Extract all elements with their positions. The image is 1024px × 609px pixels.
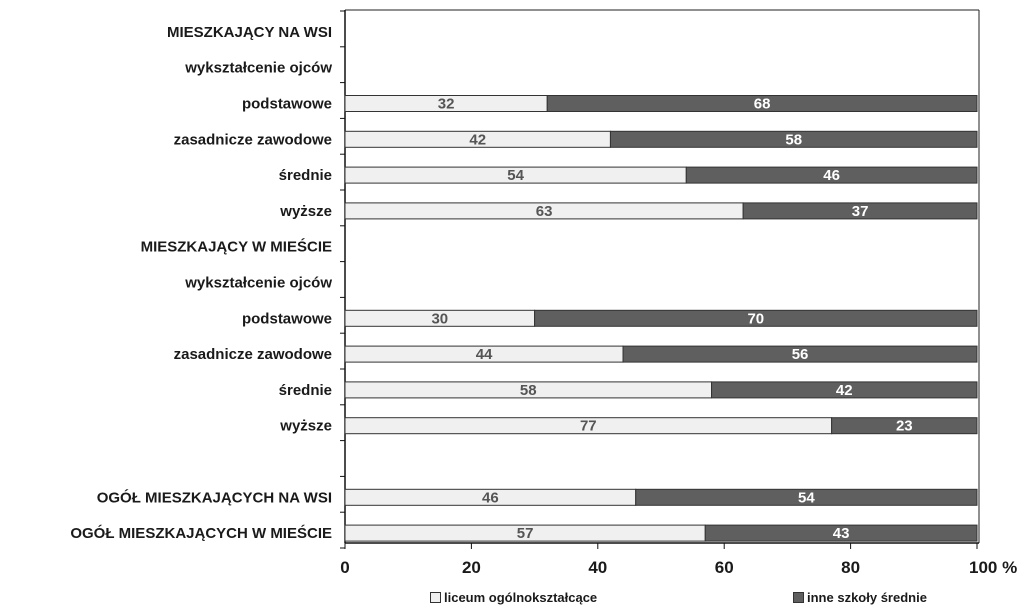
bar-value-label: 23 bbox=[896, 418, 913, 435]
bar-value-label: 54 bbox=[507, 167, 524, 184]
category-label: wykształcenie ojców bbox=[184, 60, 332, 77]
bar-value-label: 57 bbox=[517, 525, 534, 542]
bar-value-label: 58 bbox=[520, 382, 537, 399]
category-label: OGÓŁ MIESZKAJĄCYCH W MIEŚCIE bbox=[70, 524, 332, 542]
x-tick-label: 80 bbox=[841, 558, 860, 577]
category-label: wyższe bbox=[279, 203, 332, 220]
bar-value-label: 63 bbox=[536, 203, 553, 220]
category-label: podstawowe bbox=[242, 310, 332, 327]
stacked-bar-chart: 32 68 42 58 54 46 63 37 30 70 44 56 58 42 77 23 46 54 57 43… bbox=[70, 9, 1017, 577]
legend-item-liceum: liceum ogólnokształcące bbox=[430, 590, 597, 605]
category-label: OGÓŁ MIESZKAJĄCYCH NA WSI bbox=[97, 488, 332, 506]
bar-segment-inne bbox=[742, 202, 978, 220]
bar-value-label: 42 bbox=[469, 131, 486, 148]
x-tick-label: 0 bbox=[340, 558, 349, 577]
legend-swatch-light bbox=[430, 592, 441, 603]
bar-segment-inne bbox=[685, 166, 978, 184]
legend-swatch-dark bbox=[793, 592, 804, 603]
bar-value-label: 70 bbox=[747, 310, 764, 327]
category-label: zasadnicze zawodowe bbox=[174, 346, 332, 363]
bar-value-label: 56 bbox=[792, 346, 809, 363]
category-label: średnie bbox=[279, 167, 332, 184]
bar-value-label: 46 bbox=[823, 167, 840, 184]
category-label: podstawowe bbox=[242, 96, 332, 113]
x-tick-label: 60 bbox=[715, 558, 734, 577]
legend-label-inne: inne szkoły średnie bbox=[807, 590, 927, 605]
category-label: MIESZKAJĄCY W MIEŚCIE bbox=[141, 238, 332, 256]
bar-value-label: 54 bbox=[798, 489, 815, 506]
x-tick-label: 40 bbox=[588, 558, 607, 577]
bar-value-label: 43 bbox=[833, 525, 850, 542]
bar-value-label: 37 bbox=[852, 203, 869, 220]
bar-value-label: 77 bbox=[580, 418, 597, 435]
bar-value-label: 46 bbox=[482, 489, 499, 506]
bar-value-label: 68 bbox=[754, 96, 771, 113]
legend-item-inne: inne szkoły średnie bbox=[793, 590, 927, 605]
category-labels: MIESZKAJĄCY NA WSI wykształcenie ojców pod… bbox=[70, 24, 332, 542]
bar-segment-inne bbox=[711, 381, 978, 399]
bar-value-label: 58 bbox=[785, 131, 802, 148]
bar-segment-inne bbox=[704, 524, 978, 542]
x-tick-label: 20 bbox=[462, 558, 481, 577]
category-label: wyższe bbox=[279, 418, 332, 435]
bar-segment-inne bbox=[831, 417, 978, 435]
category-label: średnie bbox=[279, 382, 332, 399]
category-label: MIESZKAJĄCY NA WSI bbox=[167, 24, 332, 41]
category-label: zasadnicze zawodowe bbox=[174, 131, 332, 148]
bar-segment-inne bbox=[609, 130, 978, 148]
category-label: wykształcenie ojców bbox=[184, 275, 332, 292]
x-axis: 0 20 40 60 80 100 % bbox=[340, 543, 1017, 577]
bar-segment-inne bbox=[622, 345, 978, 363]
plot-frame bbox=[340, 9, 980, 549]
bar-segment-inne bbox=[635, 488, 978, 506]
bar-value-label: 32 bbox=[438, 96, 455, 113]
bars-group: 32 68 42 58 54 46 63 37 30 70 44 56 58 42 77 23 46 54 57 43 bbox=[344, 95, 978, 542]
bar-segment-inne bbox=[546, 95, 978, 112]
bar-segment-inne bbox=[534, 309, 978, 327]
bar-value-label: 44 bbox=[476, 346, 493, 363]
bar-value-label: 42 bbox=[836, 382, 853, 399]
bar-value-label: 30 bbox=[431, 310, 448, 327]
x-tick-label: 100 % bbox=[969, 558, 1017, 577]
legend-label-liceum: liceum ogólnokształcące bbox=[444, 590, 598, 605]
